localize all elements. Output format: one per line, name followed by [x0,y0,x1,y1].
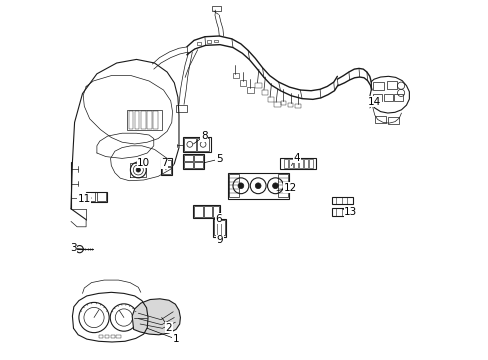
Bar [194,206,203,217]
Bar [162,160,170,166]
Bar [246,87,253,93]
Text: 7: 7 [161,158,167,168]
Bar [194,162,203,168]
Bar [141,111,145,129]
Bar [212,219,226,237]
Bar [97,192,105,201]
Bar [206,40,211,43]
Bar [214,220,224,235]
Bar [386,81,396,89]
Bar [193,205,220,218]
Text: 10: 10 [137,158,150,168]
Bar [267,97,274,102]
Bar [182,154,204,169]
Bar [194,155,203,161]
Bar [116,335,121,338]
Bar [299,159,302,168]
Bar [304,159,307,168]
Bar [374,116,385,123]
Text: 5: 5 [216,154,222,164]
Bar [134,111,139,129]
Bar [128,111,133,129]
Bar [197,42,201,45]
Text: 2: 2 [165,323,172,333]
Bar [273,102,280,107]
Bar [197,138,209,151]
Bar [203,206,211,217]
Bar [161,158,171,175]
Circle shape [136,168,140,172]
Bar [294,159,297,168]
Bar [280,101,285,105]
Polygon shape [132,299,180,335]
Bar [213,206,219,217]
Text: 14: 14 [367,96,381,107]
Bar [279,158,315,169]
Bar [384,94,392,101]
Bar [255,83,261,88]
Bar [373,94,382,101]
Bar [162,167,170,174]
Text: 3: 3 [70,243,77,253]
Bar [183,155,193,161]
Bar [183,138,196,151]
Bar [294,104,300,108]
Bar [331,197,352,204]
Circle shape [238,183,244,189]
Text: 11: 11 [78,194,91,204]
Text: 12: 12 [284,183,297,193]
Bar [229,174,238,197]
Bar [212,6,220,11]
Bar [331,208,352,216]
Circle shape [255,183,261,189]
Bar [309,159,312,168]
Bar [288,159,292,168]
Text: 1: 1 [172,334,179,344]
Bar [99,335,103,338]
Bar [104,335,109,338]
Bar [284,159,287,168]
Bar [183,162,193,168]
Bar [87,192,95,201]
Bar [287,103,293,107]
Bar [387,117,398,124]
Bar [232,73,239,78]
Text: 8: 8 [201,131,207,141]
Bar [393,94,403,101]
Text: 6: 6 [215,214,222,224]
Bar [86,192,107,202]
Bar [239,80,246,86]
Bar [176,105,186,112]
Bar [110,335,115,338]
Bar [182,137,210,152]
Bar [213,40,218,42]
Bar [127,110,162,130]
Text: 4: 4 [293,153,300,163]
Text: 9: 9 [216,235,223,246]
Text: 13: 13 [344,207,357,217]
Bar [153,111,158,129]
Bar [261,90,268,95]
Bar [228,173,289,199]
Bar [373,82,384,90]
Circle shape [272,183,278,189]
Bar [278,174,288,197]
Bar [146,111,151,129]
